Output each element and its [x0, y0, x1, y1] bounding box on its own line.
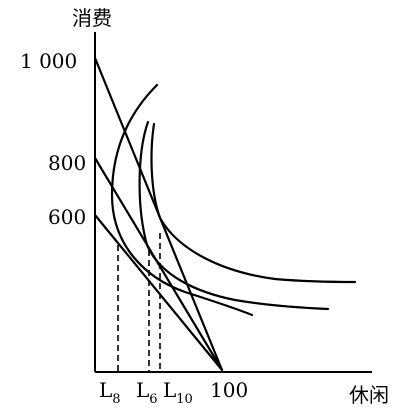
x-tick-100: 100 [210, 378, 248, 402]
budget-line-wage-6 [93, 213, 224, 372]
y-tick-1000: 1 000 [20, 49, 77, 73]
x-axis-label: 休闲 [349, 383, 389, 407]
y-tick-800: 800 [48, 151, 86, 175]
indifference-curve-l8 [110, 83, 254, 317]
y-tick-600: 600 [48, 205, 86, 229]
x-tick-l6: L6 [136, 378, 158, 407]
x-tick-l8: L8 [99, 378, 121, 407]
indifference-curve-l10 [150, 122, 357, 284]
y-axis-label: 消费 [72, 6, 112, 30]
indifference-curve-l6 [138, 120, 330, 311]
x-tick-l10: L10 [163, 378, 193, 407]
